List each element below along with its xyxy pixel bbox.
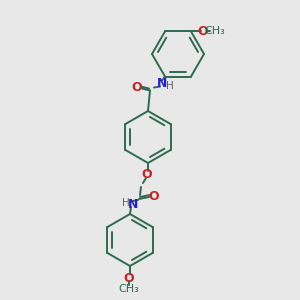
Text: O: O: [142, 169, 152, 182]
Text: N: N: [128, 197, 138, 211]
Text: O: O: [132, 81, 142, 94]
Text: CH₃: CH₃: [205, 26, 225, 37]
Text: CH₃: CH₃: [118, 284, 140, 294]
Text: H: H: [166, 80, 174, 91]
Text: O: O: [124, 272, 134, 284]
Text: N: N: [157, 77, 167, 90]
Text: H: H: [122, 198, 130, 208]
Text: O: O: [198, 25, 208, 38]
Text: O: O: [149, 190, 159, 202]
